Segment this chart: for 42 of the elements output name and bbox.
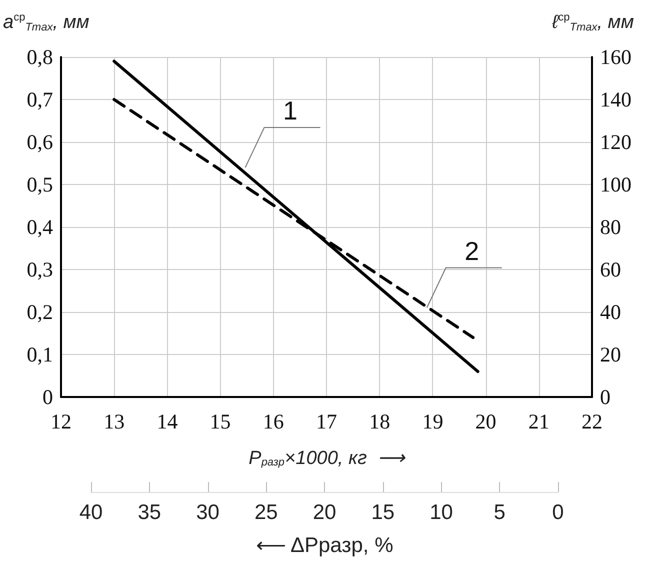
x2-tick-label: 20	[312, 501, 336, 524]
x2-axis-title: ⟵ ΔPразр, %	[256, 534, 394, 557]
y2-tick-label: 40	[600, 300, 621, 324]
x2-tick-label: 10	[430, 501, 453, 524]
x2-tick-label: 15	[371, 501, 395, 524]
x2-tick-label: 25	[254, 501, 278, 524]
x-tick-label: 16	[262, 410, 284, 434]
y-tick-label: 0,4	[26, 215, 54, 239]
y-tick-label: 0,8	[26, 45, 53, 69]
x-tick-label: 17	[316, 410, 337, 434]
y2-tick-label: 120	[600, 130, 632, 154]
x-tick-label: 15	[210, 410, 231, 434]
y2-tick-label: 140	[600, 88, 632, 112]
x-tick-label: 22	[582, 410, 602, 434]
x2-tick-label: 5	[494, 501, 506, 524]
y-tick-label: 0,7	[26, 88, 53, 112]
x-tick-label: 21	[528, 410, 550, 434]
y-tick-label: 0,5	[26, 172, 53, 196]
y-tick-label: 0,3	[26, 258, 53, 282]
y-tick-label: 0,1	[26, 342, 53, 366]
y-tick-label: 0	[42, 385, 53, 409]
annotation: 2	[464, 236, 480, 266]
annotation: 1	[283, 96, 298, 126]
x2-tick-label: 30	[196, 501, 220, 524]
x-tick-label: 19	[422, 410, 444, 434]
x-axis-title: Pразр×1000, кг ⟶	[248, 448, 406, 469]
y2-tick-label: 20	[600, 342, 621, 366]
y-tick-label: 0,2	[26, 300, 53, 324]
y2-tick-label: 0	[600, 385, 610, 409]
x-tick-label: 13	[104, 410, 125, 434]
y2-tick-label: 100	[600, 172, 632, 196]
x2-tick-label: 35	[138, 501, 162, 524]
x2-tick-label: 40	[79, 501, 103, 524]
x-tick-label: 20	[475, 410, 496, 434]
y2-tick-label: 160	[600, 45, 632, 69]
x2-tick-label: 0	[552, 501, 564, 524]
y2-tick-label: 80	[600, 215, 621, 239]
x-tick-label: 18	[369, 410, 390, 434]
x-tick-label: 14	[156, 410, 178, 434]
x-tick-label: 12	[50, 410, 72, 434]
y-tick-label: 0,6	[26, 130, 53, 154]
y2-tick-label: 60	[600, 258, 621, 282]
